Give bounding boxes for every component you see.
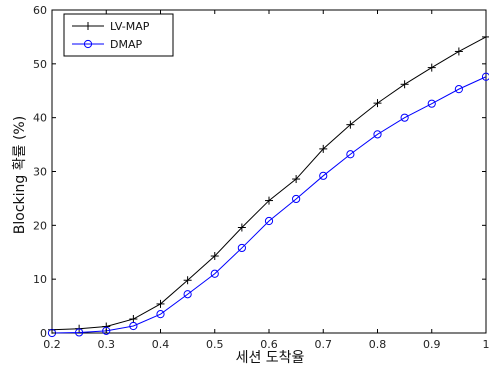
data-point: [319, 144, 328, 153]
data-point: [210, 252, 219, 261]
data-point: [346, 120, 355, 129]
data-point: [481, 72, 489, 81]
x-tick-label: 0.5: [206, 338, 224, 351]
data-point: [373, 130, 382, 139]
series-layer: [47, 32, 489, 338]
legend-label: DMAP: [110, 38, 142, 51]
x-tick-label: 0.3: [98, 338, 116, 351]
data-point: [183, 290, 192, 299]
plot-frame: [51, 9, 487, 334]
legend-entry: LV-MAP: [72, 20, 150, 33]
x-tick-label: 1: [483, 338, 489, 351]
data-point: [292, 175, 301, 184]
series-dmap: [47, 72, 489, 338]
x-tick-label: 0.8: [369, 338, 387, 351]
data-point: [156, 299, 165, 308]
y-tick-label: 60: [33, 4, 47, 17]
data-point: [400, 113, 409, 122]
x-tick-label: 0.7: [315, 338, 333, 351]
data-point: [237, 243, 246, 253]
x-tick-label: 0.2: [43, 338, 61, 351]
x-tick-label: 0.9: [423, 338, 441, 351]
data-point: [129, 315, 138, 324]
data-point: [264, 216, 274, 226]
data-point: [454, 47, 463, 56]
x-axis-label: 세션 도착율: [236, 350, 305, 366]
legend-marker: [83, 39, 93, 49]
y-tick-label: 30: [33, 166, 47, 179]
x-tick-label: 0.6: [260, 338, 278, 351]
y-axis-label: Blocking 확률 (%): [12, 116, 28, 234]
data-point: [265, 196, 273, 205]
data-point: [346, 150, 355, 159]
data-point: [75, 328, 84, 337]
legend: LV-MAP DMAP: [63, 13, 174, 57]
data-point: [210, 269, 219, 278]
data-point: [237, 223, 246, 232]
data-point: [292, 194, 301, 204]
x-axis-ticks: 0.2 0.3 0.4 0.5 0.6 0.7 0.8 0.9 1: [43, 10, 489, 351]
legend-marker: [84, 22, 92, 30]
legend-box: [63, 13, 174, 57]
y-axis-ticks: 0 10 20 30 40 50 60: [33, 4, 486, 340]
y-tick-label: 10: [33, 273, 47, 286]
x-tick-label: 0.4: [152, 338, 170, 351]
y-tick-label: 20: [33, 219, 47, 232]
data-point: [102, 326, 111, 335]
series-line: [51, 76, 487, 334]
legend-entry: DMAP: [72, 38, 142, 51]
y-tick-label: 0: [40, 327, 47, 340]
data-point: [400, 80, 409, 89]
data-point: [319, 171, 328, 180]
data-point: [454, 85, 463, 94]
series-lv-map: [48, 32, 489, 334]
data-point: [156, 310, 165, 319]
legend-label: LV-MAP: [110, 20, 150, 33]
data-point: [183, 276, 192, 285]
y-tick-label: 50: [33, 58, 47, 71]
data-point: [129, 321, 138, 331]
plot-area: [51, 9, 487, 334]
data-point: [373, 99, 382, 108]
data-point: [427, 63, 436, 72]
data-point: [427, 99, 436, 108]
y-tick-label: 40: [33, 112, 47, 125]
